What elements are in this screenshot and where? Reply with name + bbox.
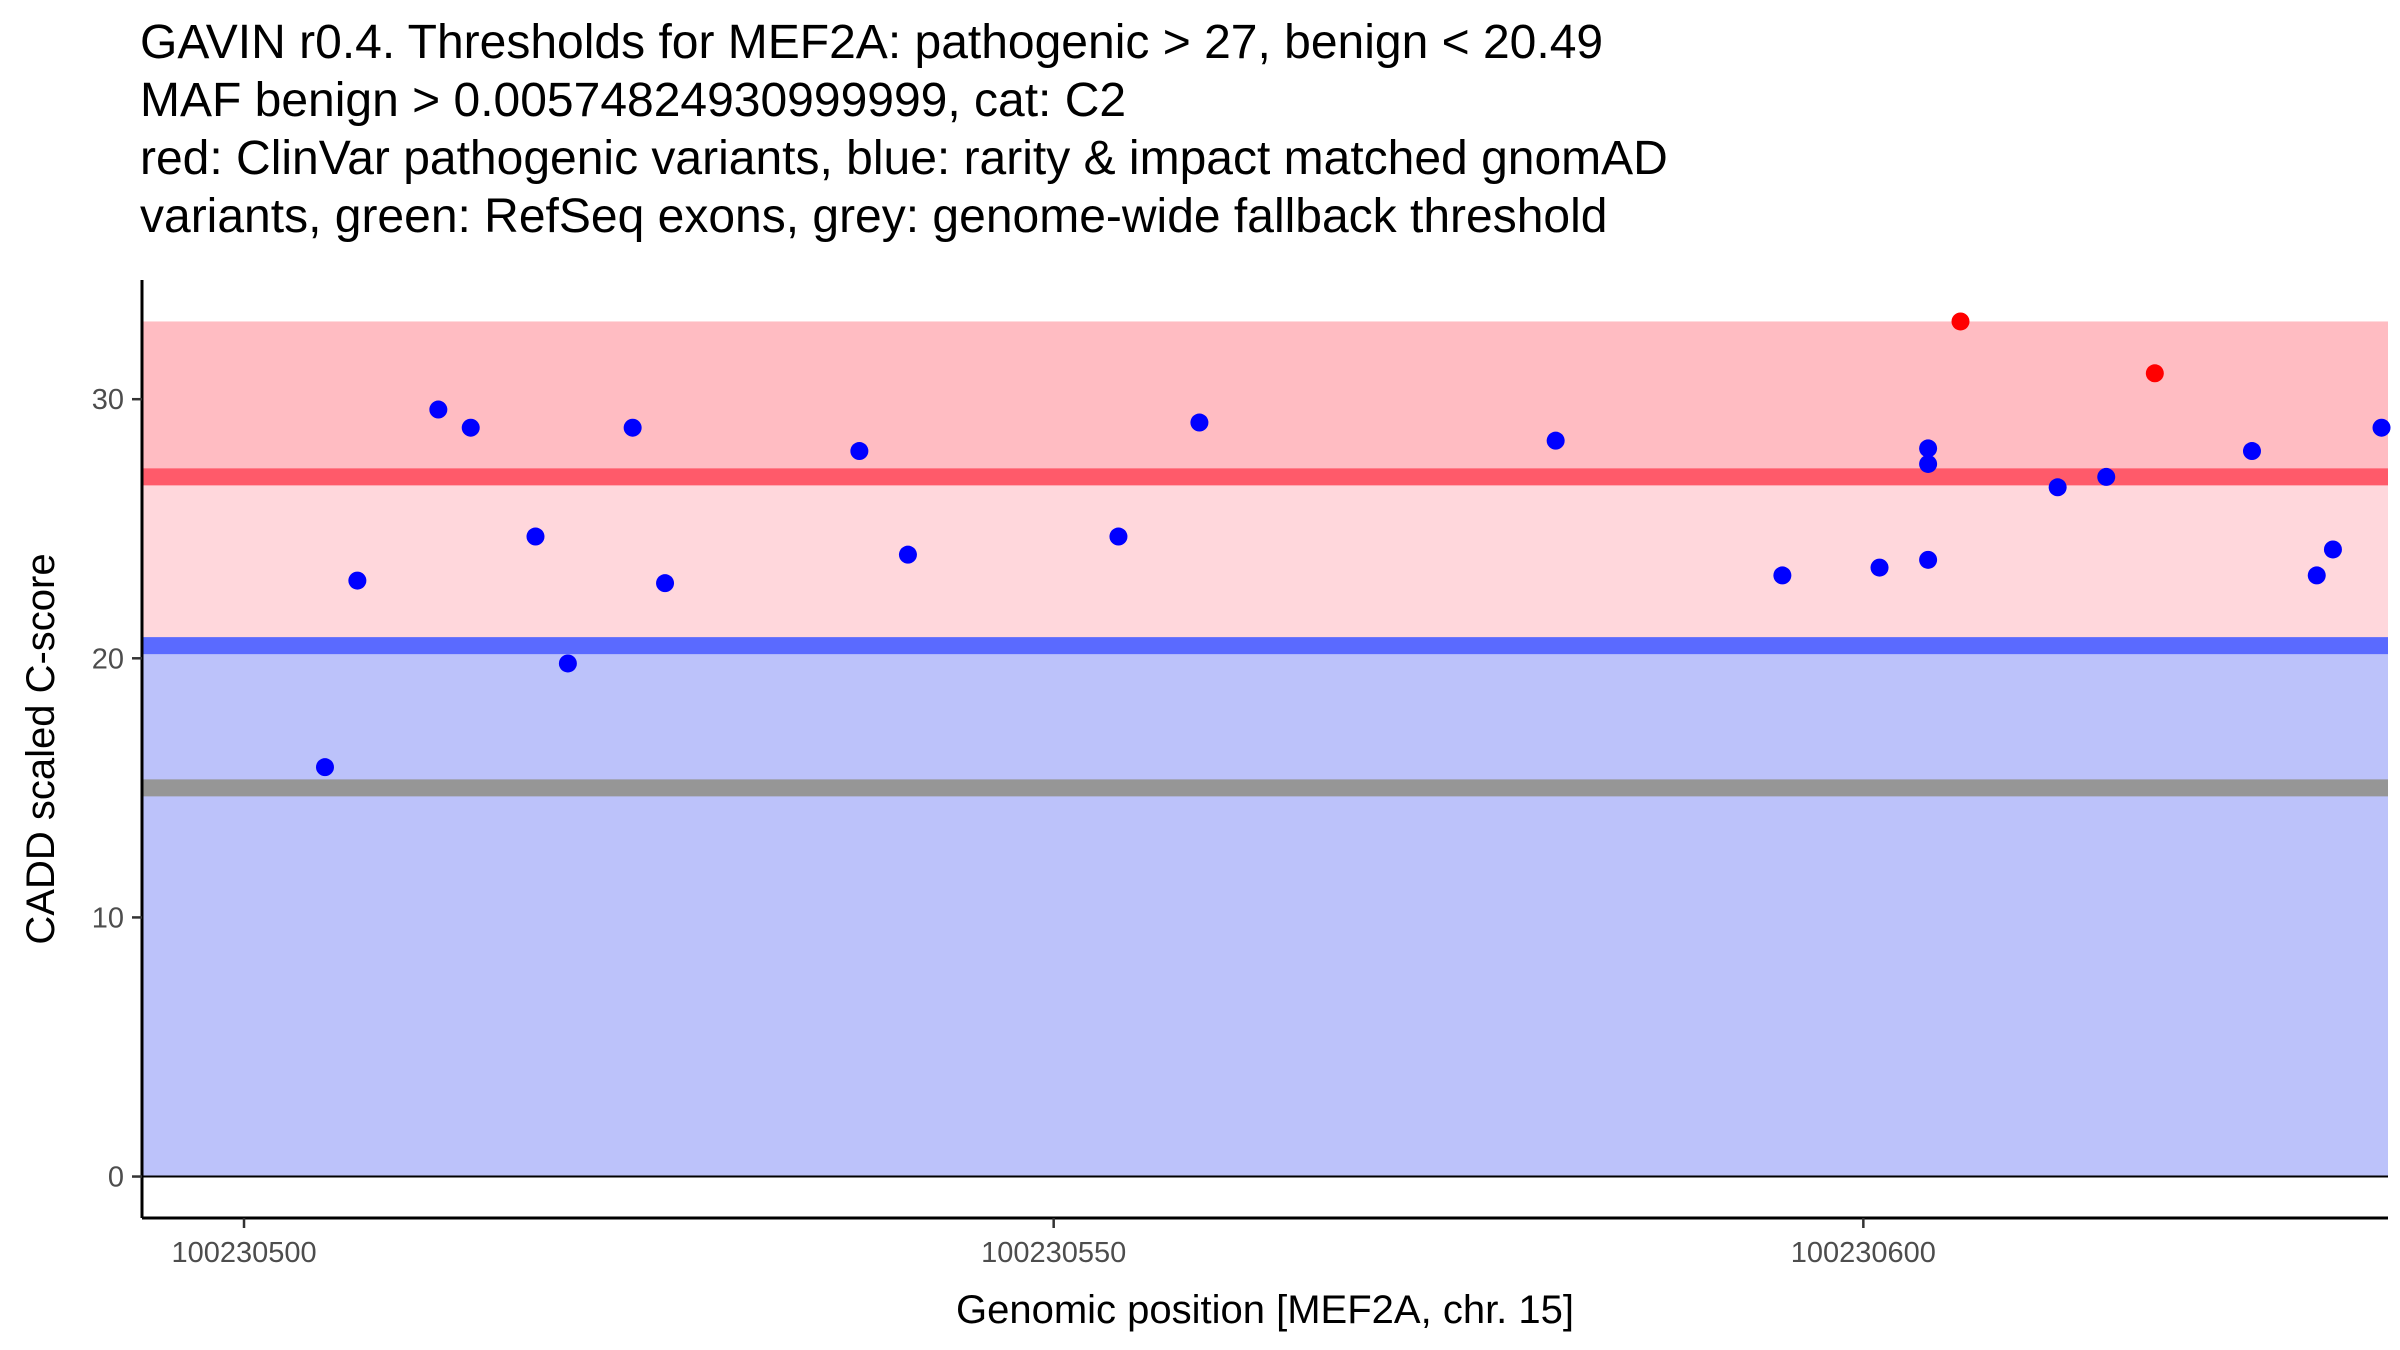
gnomad-variant-point bbox=[850, 442, 869, 461]
gnomad-variant-point bbox=[1919, 454, 1938, 473]
pathogenic-variant-point bbox=[2145, 364, 2164, 383]
title-line-4: variants, green: RefSeq exons, grey: gen… bbox=[140, 190, 1608, 243]
title-line-2: MAF benign > 0.00574824930999999, cat: C… bbox=[140, 74, 1127, 127]
gnomad-variant-point bbox=[348, 571, 367, 590]
gnomad-variant-point bbox=[1919, 439, 1938, 458]
gnomad-variant-point bbox=[2048, 478, 2067, 497]
y-tick-label: 0 bbox=[108, 1162, 124, 1194]
gnomad-variant-point bbox=[1870, 558, 1889, 577]
y-axis-title: CADD scaled C-score bbox=[19, 553, 63, 944]
gnomad-variant-point bbox=[2372, 418, 2391, 437]
gnomad-variant-point bbox=[656, 574, 675, 593]
gnomad-variant-point bbox=[526, 527, 545, 546]
chart-title: GAVIN r0.4. Thresholds for MEF2A: pathog… bbox=[140, 14, 2340, 246]
x-tick-label: 100230550 bbox=[981, 1237, 1126, 1269]
gnomad-variant-point bbox=[1190, 413, 1209, 432]
title-line-3: red: ClinVar pathogenic variants, blue: … bbox=[140, 132, 1668, 185]
threshold-bands bbox=[143, 321, 2388, 1177]
x-tick-label: 100230500 bbox=[171, 1237, 316, 1269]
gnomad-variant-point bbox=[1546, 431, 1565, 450]
gnomad-variant-point bbox=[1109, 527, 1128, 546]
pathogenic-band bbox=[143, 321, 2388, 477]
x-tick-label: 100230600 bbox=[1791, 1237, 1936, 1269]
threshold-lines bbox=[143, 468, 2388, 1178]
pathogenic-variant-point bbox=[1951, 312, 1970, 331]
gnomad-variant-point bbox=[461, 418, 480, 437]
gnomad-variant-point bbox=[315, 758, 334, 777]
gnomad-variant-point bbox=[2242, 442, 2261, 461]
gnomad-variant-point bbox=[898, 545, 917, 564]
x-axis-title: Genomic position [MEF2A, chr. 15] bbox=[956, 1288, 1574, 1332]
y-tick-label: 10 bbox=[92, 902, 124, 934]
title-line-1: GAVIN r0.4. Thresholds for MEF2A: pathog… bbox=[140, 16, 1604, 69]
benign-band bbox=[143, 645, 2388, 1177]
gnomad-variant-point bbox=[558, 654, 577, 673]
gnomad-variant-point bbox=[1773, 566, 1792, 585]
gnomad-variant-point bbox=[1919, 550, 1938, 569]
y-tick-label: 20 bbox=[92, 643, 124, 675]
gnomad-variant-point bbox=[623, 418, 642, 437]
gnomad-variant-point bbox=[429, 400, 448, 419]
gnomad-variant-point bbox=[2323, 540, 2342, 559]
variant-points bbox=[315, 312, 2391, 777]
intermediate-band bbox=[143, 476, 2388, 646]
axes: 0 10 20 30 100230500 100230550 100230600 bbox=[92, 280, 2388, 1269]
gnomad-variant-point bbox=[2307, 566, 2326, 585]
y-tick-label: 30 bbox=[92, 384, 124, 416]
gnomad-variant-point bbox=[2097, 467, 2116, 486]
